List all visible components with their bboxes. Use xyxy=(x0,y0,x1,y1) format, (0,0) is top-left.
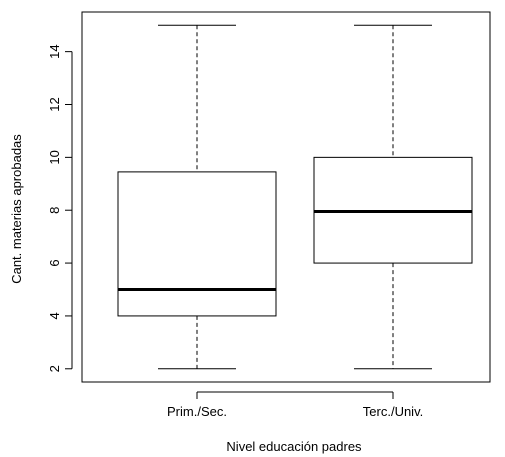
y-axis: 2 4 6 8 10 12 14 xyxy=(47,44,73,372)
y-tick-label: 12 xyxy=(47,97,62,111)
y-tick-label: 6 xyxy=(47,259,62,266)
boxes xyxy=(117,24,473,370)
y-axis-label: Cant. materias aprobadas xyxy=(9,134,24,284)
y-tick-label: 14 xyxy=(47,44,62,58)
x-tick-label: Terc./Univ. xyxy=(363,404,423,419)
box-2 xyxy=(313,24,473,370)
y-tick-label: 2 xyxy=(47,365,62,372)
box-1 xyxy=(117,24,277,370)
y-tick-label: 8 xyxy=(47,207,62,214)
x-axis-label: Nivel educación padres xyxy=(226,439,362,454)
y-tick-label: 10 xyxy=(47,150,62,164)
iqr-box xyxy=(117,171,277,317)
y-tick-label: 4 xyxy=(47,312,62,319)
plot-frame xyxy=(81,11,491,383)
x-tick-label: Prim./Sec. xyxy=(167,404,227,419)
x-axis: Prim./Sec. Terc./Univ. xyxy=(167,391,423,419)
